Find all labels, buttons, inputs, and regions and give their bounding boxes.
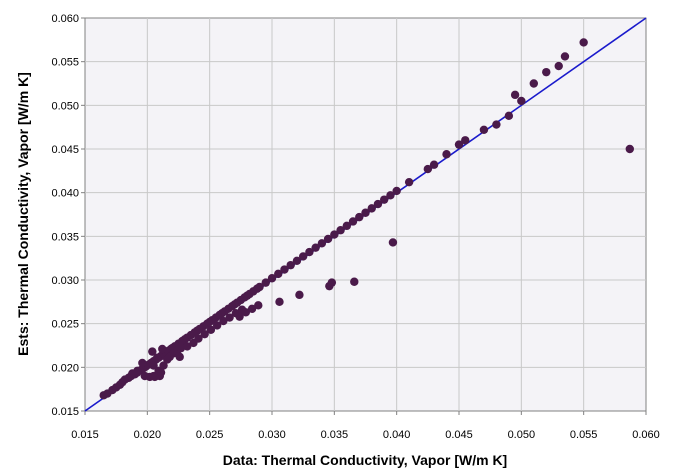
data-point bbox=[625, 144, 634, 154]
data-point bbox=[183, 342, 192, 351]
data-point bbox=[261, 278, 270, 287]
data-point bbox=[235, 312, 244, 321]
data-point bbox=[254, 301, 263, 310]
data-point bbox=[274, 269, 283, 279]
data-point bbox=[367, 204, 376, 213]
data-point bbox=[348, 217, 358, 226]
data-point bbox=[380, 195, 389, 204]
data-point bbox=[350, 277, 359, 286]
data-point bbox=[241, 308, 251, 317]
data-point bbox=[479, 125, 489, 134]
y-axis-ticks: 0.015 0.020 0.025 0.030 0.035 0.040 0.045 0.050… bbox=[51, 13, 85, 418]
data-point bbox=[423, 164, 433, 174]
data-point bbox=[560, 52, 570, 61]
data-point bbox=[392, 186, 401, 196]
y-tick-label: 0.040 bbox=[51, 188, 79, 200]
x-tick-label: 0.035 bbox=[321, 429, 349, 441]
data-point bbox=[388, 238, 398, 247]
data-point bbox=[286, 260, 295, 270]
data-point bbox=[323, 234, 333, 244]
x-tick-label: 0.015 bbox=[71, 429, 99, 441]
data-point bbox=[504, 111, 514, 121]
data-point bbox=[138, 358, 147, 368]
x-tick-label: 0.055 bbox=[570, 429, 598, 441]
data-point bbox=[175, 352, 184, 362]
data-point bbox=[206, 325, 216, 334]
data-point bbox=[330, 230, 339, 239]
data-point bbox=[219, 316, 228, 326]
x-tick-label: 0.025 bbox=[196, 429, 224, 441]
data-point bbox=[153, 353, 162, 362]
y-tick-label: 0.015 bbox=[51, 406, 79, 418]
x-axis-title: Data: Thermal Conductivity, Vapor [W/m K… bbox=[223, 452, 507, 468]
data-point bbox=[517, 96, 526, 106]
data-point bbox=[149, 361, 158, 370]
y-tick-label: 0.045 bbox=[51, 144, 79, 156]
data-point bbox=[579, 38, 588, 47]
data-point bbox=[275, 297, 284, 307]
x-tick-label: 0.050 bbox=[508, 429, 536, 441]
x-tick-label: 0.040 bbox=[383, 429, 411, 441]
data-point bbox=[386, 191, 395, 200]
y-tick-label: 0.060 bbox=[51, 13, 79, 25]
data-point bbox=[404, 177, 414, 187]
x-tick-label: 0.060 bbox=[632, 429, 660, 441]
data-point bbox=[247, 304, 257, 314]
data-point bbox=[492, 120, 501, 129]
data-point bbox=[255, 282, 264, 292]
data-point bbox=[529, 79, 538, 88]
x-tick-label: 0.045 bbox=[445, 429, 473, 441]
data-point bbox=[554, 61, 563, 71]
data-point bbox=[267, 274, 277, 283]
x-tick-label: 0.030 bbox=[258, 429, 286, 441]
y-axis-title: Ests: Thermal Conductivity, Vapor [W/m K… bbox=[15, 72, 31, 356]
data-point bbox=[158, 344, 167, 354]
data-point bbox=[280, 265, 289, 274]
data-point bbox=[292, 256, 302, 265]
x-tick-label: 0.020 bbox=[134, 429, 162, 441]
y-tick-label: 0.030 bbox=[51, 275, 79, 287]
grid bbox=[85, 18, 646, 411]
data-point bbox=[133, 366, 142, 376]
data-point bbox=[442, 150, 451, 159]
data-point bbox=[311, 243, 320, 252]
y-tick-label: 0.050 bbox=[51, 100, 79, 112]
data-point bbox=[156, 368, 166, 377]
x-axis-ticks: 0.015 0.020 0.025 0.030 0.035 0.040 0.045 0.050… bbox=[71, 411, 660, 441]
data-point bbox=[542, 67, 551, 77]
data-points bbox=[99, 38, 634, 400]
data-point bbox=[342, 221, 351, 231]
data-point bbox=[461, 136, 470, 145]
data-point bbox=[194, 334, 203, 343]
data-point bbox=[510, 90, 520, 100]
data-point bbox=[454, 140, 464, 149]
data-point bbox=[225, 313, 234, 322]
y-tick-label: 0.055 bbox=[51, 57, 79, 69]
data-point bbox=[159, 361, 168, 370]
data-point bbox=[305, 247, 314, 257]
data-point bbox=[298, 252, 308, 261]
y-tick-label: 0.025 bbox=[51, 319, 79, 331]
data-point bbox=[295, 290, 304, 300]
data-point bbox=[429, 160, 439, 169]
data-point bbox=[317, 239, 327, 248]
data-point bbox=[361, 208, 370, 217]
data-point bbox=[200, 329, 209, 339]
y-tick-label: 0.035 bbox=[51, 231, 79, 243]
data-point bbox=[148, 347, 157, 356]
data-point bbox=[336, 226, 345, 235]
data-point bbox=[373, 199, 383, 209]
data-point bbox=[355, 212, 364, 222]
data-point bbox=[327, 278, 337, 287]
y-tick-label: 0.020 bbox=[51, 362, 79, 374]
data-point bbox=[212, 321, 222, 330]
data-point bbox=[149, 371, 158, 381]
